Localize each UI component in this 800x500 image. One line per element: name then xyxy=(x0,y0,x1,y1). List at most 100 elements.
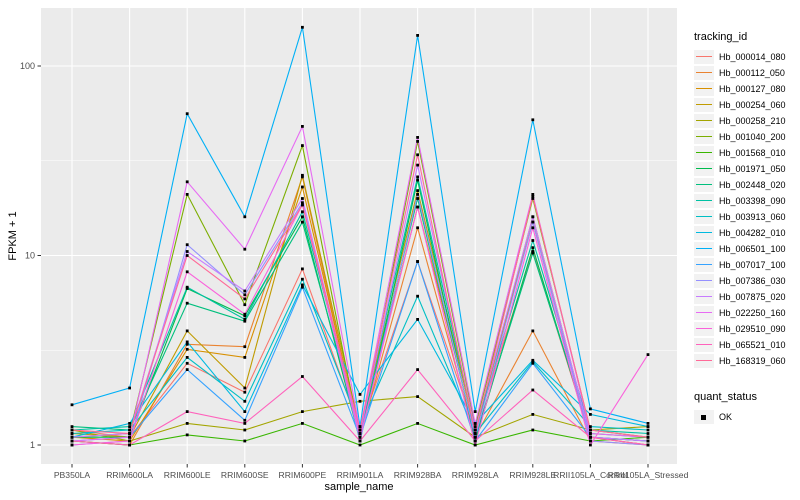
data-point xyxy=(358,443,362,447)
data-point xyxy=(589,432,592,435)
data-point xyxy=(416,368,419,371)
data-point xyxy=(243,318,247,321)
legend-key xyxy=(694,50,714,64)
legend-line-icon xyxy=(696,248,712,249)
data-point xyxy=(185,180,189,184)
legend-line-icon xyxy=(696,120,712,121)
data-point xyxy=(646,443,650,447)
data-point xyxy=(589,425,592,428)
data-point xyxy=(301,375,304,378)
legend-item-label: Hb_003913_060 xyxy=(719,212,786,222)
y-tick-label: 1 xyxy=(30,440,35,450)
legend-line-icon xyxy=(696,72,712,73)
x-tick-label: RRIM928LE xyxy=(509,470,556,480)
x-tick-label: RRII105LA_Control xyxy=(553,470,628,480)
x-tick-label: RRIM600LE xyxy=(164,470,211,480)
legend-line-icon xyxy=(696,184,712,185)
legend-key xyxy=(694,82,714,96)
data-point xyxy=(185,193,189,196)
data-point xyxy=(646,432,650,435)
legend: tracking_id Hb_000014_080 Hb_000112_050 Hb… xyxy=(694,31,800,425)
legend-items: Hb_000014_080 Hb_000112_050 Hb_000127_080 H… xyxy=(694,49,800,369)
data-point xyxy=(473,432,477,435)
data-point xyxy=(301,197,304,200)
data-point xyxy=(301,203,304,207)
legend-item-label: Hb_007386_030 xyxy=(719,276,786,286)
data-point xyxy=(185,329,189,333)
data-point xyxy=(416,294,419,298)
data-point xyxy=(243,312,247,316)
data-point xyxy=(70,443,74,447)
data-point xyxy=(243,399,247,403)
legend-item-Hb_000258_210: Hb_000258_210 xyxy=(694,113,800,129)
data-point xyxy=(243,345,247,349)
y-tick-label: 10 xyxy=(25,251,35,261)
data-point xyxy=(531,193,535,196)
data-point xyxy=(416,395,419,398)
data-point xyxy=(243,386,247,390)
data-point xyxy=(243,297,247,301)
legend-key xyxy=(694,338,714,352)
legend-key xyxy=(694,114,714,128)
data-point xyxy=(589,443,592,447)
legend-item-ok: OK xyxy=(694,409,800,425)
legend-line-icon xyxy=(696,152,712,153)
data-point xyxy=(70,439,74,443)
data-point xyxy=(589,439,592,443)
data-point xyxy=(301,185,304,189)
data-point xyxy=(185,342,189,346)
data-point xyxy=(358,428,362,432)
data-point xyxy=(301,173,304,177)
data-point xyxy=(358,425,362,428)
data-point xyxy=(416,197,419,200)
data-point xyxy=(185,410,189,413)
data-point xyxy=(301,220,304,224)
data-point xyxy=(416,226,419,230)
legend-item-Hb_007017_100: Hb_007017_100 xyxy=(694,257,800,273)
data-point xyxy=(185,285,189,289)
legend-item-label: Hb_000254_060 xyxy=(719,100,786,110)
legend-item-Hb_003913_060: Hb_003913_060 xyxy=(694,209,800,225)
legend-item-Hb_001971_050: Hb_001971_050 xyxy=(694,161,800,177)
legend-line-icon xyxy=(696,232,712,233)
legend-line-icon xyxy=(696,88,712,89)
legend-item-Hb_002448_020: Hb_002448_020 xyxy=(694,177,800,193)
data-point xyxy=(185,250,189,253)
data-point xyxy=(301,25,304,29)
data-point xyxy=(473,425,477,428)
legend-line-icon xyxy=(696,360,712,361)
data-point xyxy=(531,428,535,432)
legend-item-Hb_000014_080: Hb_000014_080 xyxy=(694,49,800,65)
data-point xyxy=(473,443,477,447)
data-point xyxy=(531,239,535,242)
legend-line-icon xyxy=(696,328,712,329)
legend-item-label: Hb_168319_060 xyxy=(719,356,786,366)
legend-line-icon xyxy=(696,312,712,313)
data-point xyxy=(473,428,477,432)
data-point xyxy=(243,319,247,323)
data-point xyxy=(243,293,247,297)
data-point xyxy=(301,267,304,271)
data-point xyxy=(531,215,535,219)
data-point xyxy=(70,403,74,407)
legend-key xyxy=(694,194,714,208)
data-point xyxy=(589,428,592,432)
legend-item-Hb_001040_200: Hb_001040_200 xyxy=(694,129,800,145)
legend-line-icon xyxy=(696,264,712,265)
x-tick-label: RRIM901LA xyxy=(337,470,384,480)
data-point xyxy=(531,246,535,250)
x-tick-label: RRIM928BA xyxy=(394,470,442,480)
data-point xyxy=(185,433,189,437)
x-tick-label: RRIM600SE xyxy=(221,470,269,480)
data-point xyxy=(70,432,74,435)
legend-line-icon xyxy=(696,216,712,217)
data-point xyxy=(301,422,304,425)
data-point xyxy=(416,189,419,192)
data-point xyxy=(128,435,131,439)
legend-item-label: Hb_022250_160 xyxy=(719,308,786,318)
data-point xyxy=(531,197,535,200)
data-point xyxy=(646,428,650,432)
data-point xyxy=(243,289,247,293)
